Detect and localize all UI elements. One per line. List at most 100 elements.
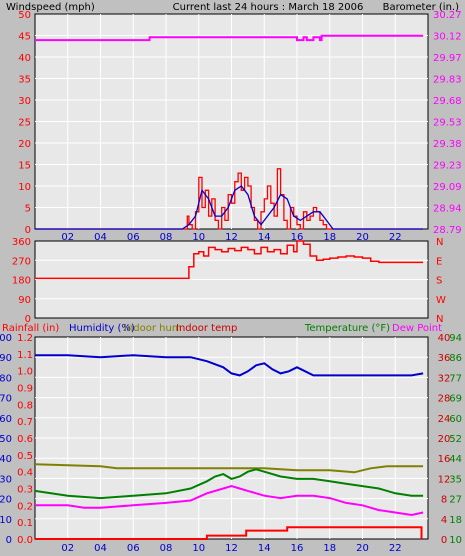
windspeed-tick-label: 25 (18, 118, 31, 129)
barometer-tick-label: 29.09 (433, 182, 462, 193)
barometer-tick-label: 30.12 (433, 32, 462, 43)
direction-tick-label: 180 (12, 276, 31, 287)
data-series (34, 34, 424, 540)
grid-bottom (35, 337, 428, 539)
barometer-tick-label: 29.53 (433, 118, 462, 129)
rainfall-tick-label: 0.7 (17, 417, 33, 428)
barometer-tick-label: 29.97 (433, 53, 462, 64)
temperature-tick-label: 44 (449, 454, 462, 465)
temperature-tick-label: 60 (449, 414, 462, 425)
x-tick-label: 22 (389, 232, 402, 243)
rainfall-tick-label: 0.6 (17, 434, 33, 445)
x-tick-label: 18 (323, 543, 336, 554)
rainfall-line (35, 526, 423, 540)
compass-tick-label: N (436, 237, 443, 248)
x-tick-label: 16 (291, 543, 304, 554)
grid-middle (35, 259, 428, 300)
temperature-tick-label: 86 (449, 353, 462, 364)
barometer-axis-label: Barometer (in.) (383, 2, 459, 13)
temperature-tick-label: 94 (449, 333, 462, 344)
x-tick-label: 10 (192, 232, 205, 243)
indoor-temp-tick-label: 36 (438, 353, 451, 364)
barometer-tick-label: 29.23 (433, 161, 462, 172)
windspeed-line (35, 168, 424, 230)
wind-average-line (35, 185, 424, 230)
indoor-hum-line (34, 463, 424, 474)
temperature-tick-label: 35 (449, 474, 462, 485)
x-tick-label: 16 (291, 232, 304, 243)
barometer-tick-label: 29.83 (433, 75, 462, 86)
windspeed-tick-label: 5 (25, 204, 31, 215)
compass-tick-label: S (436, 276, 442, 287)
x-tick-label: 14 (258, 232, 271, 243)
x-tick-label: 08 (160, 232, 173, 243)
humidity-tick-label: 90 (0, 353, 12, 364)
humidity-line (35, 354, 424, 377)
windspeed-tick-label: 45 (18, 32, 31, 43)
humidity-tick-label: 50 (0, 434, 12, 445)
compass-tick-label: E (436, 256, 442, 267)
x-tick-label: 02 (61, 543, 74, 554)
rainfall-tick-label: 0.2 (17, 501, 33, 512)
x-tick-label: 18 (323, 232, 336, 243)
x-tick-label: 14 (258, 543, 271, 554)
rainfall-tick-label: 1.2 (17, 333, 33, 344)
chart-title: Current last 24 hours : March 18 2006 (173, 2, 364, 13)
rainfall-tick-label: 0.8 (17, 400, 33, 411)
x-tick-label: 02 (61, 232, 74, 243)
compass-tick-label: N (436, 314, 443, 325)
barometer-tick-label: 29.68 (433, 96, 462, 107)
wind-direction-line (35, 240, 424, 280)
temperature-tick-label: 52 (449, 434, 462, 445)
barometer-tick-label: 29.38 (433, 139, 462, 150)
humidity-tick-label: 20 (0, 495, 12, 506)
x-tick-label: 22 (389, 543, 402, 554)
rainfall-tick-label: 0.1 (17, 518, 33, 529)
humidity-tick-label: 30 (0, 474, 12, 485)
rainfall-tick-label: 0.3 (17, 485, 33, 496)
rainfall-axis-label: Rainfall (in) (2, 323, 59, 334)
windspeed-tick-label: 40 (18, 53, 31, 64)
direction-tick-label: 0 (25, 314, 31, 325)
x-tick-label: 10 (192, 543, 205, 554)
temperature-tick-label: 18 (449, 515, 462, 526)
windspeed-tick-label: 15 (18, 161, 31, 172)
humidity-tick-label: 40 (0, 454, 12, 465)
windspeed-tick-label: 20 (18, 139, 31, 150)
rainfall-tick-label: 0.4 (17, 468, 33, 479)
rainfall-tick-label: 1.1 (17, 350, 33, 361)
direction-tick-label: 90 (18, 295, 31, 306)
indoor-temp-tick-label: 40 (438, 333, 451, 344)
temperature-tick-label: 27 (449, 495, 462, 506)
temperature-tick-label: 10 (449, 535, 462, 546)
direction-tick-label: 360 (12, 237, 31, 248)
indoor-temp-axis-label: Indoor temp (176, 323, 237, 334)
humidity-tick-label: 70 (0, 394, 12, 405)
humidity-tick-label: 100 (0, 333, 12, 344)
temperature-tick-label: 69 (449, 394, 462, 405)
direction-tick-label: 270 (12, 256, 31, 267)
barometer-tick-label: 28.79 (433, 225, 462, 236)
indoor-temp-tick-label: 8 (441, 495, 447, 506)
x-tick-label: 20 (356, 232, 369, 243)
indoor-temp-tick-label: 12 (438, 474, 451, 485)
windspeed-tick-label: 35 (18, 75, 31, 86)
x-tick-label: 06 (127, 543, 140, 554)
dew-point-line (35, 485, 424, 517)
x-tick-label: 06 (127, 232, 140, 243)
compass-tick-label: W (436, 295, 446, 306)
humidity-tick-label: 10 (0, 515, 12, 526)
barometer-tick-label: 30.27 (433, 10, 462, 21)
x-tick-label: 20 (356, 543, 369, 554)
rainfall-tick-label: 0.0 (17, 535, 33, 546)
barometer-tick-label: 28.94 (433, 204, 462, 215)
windspeed-tick-label: 0 (25, 225, 31, 236)
rainfall-tick-label: 0.9 (17, 384, 33, 395)
indoor-temp-tick-label: 32 (438, 373, 451, 384)
x-tick-label: 12 (225, 543, 238, 554)
temperature-line (34, 468, 424, 500)
humidity-tick-label: 0 (6, 535, 12, 546)
indoor-hum-axis-label: Indoor hum (124, 323, 182, 334)
grid-top (35, 14, 428, 229)
